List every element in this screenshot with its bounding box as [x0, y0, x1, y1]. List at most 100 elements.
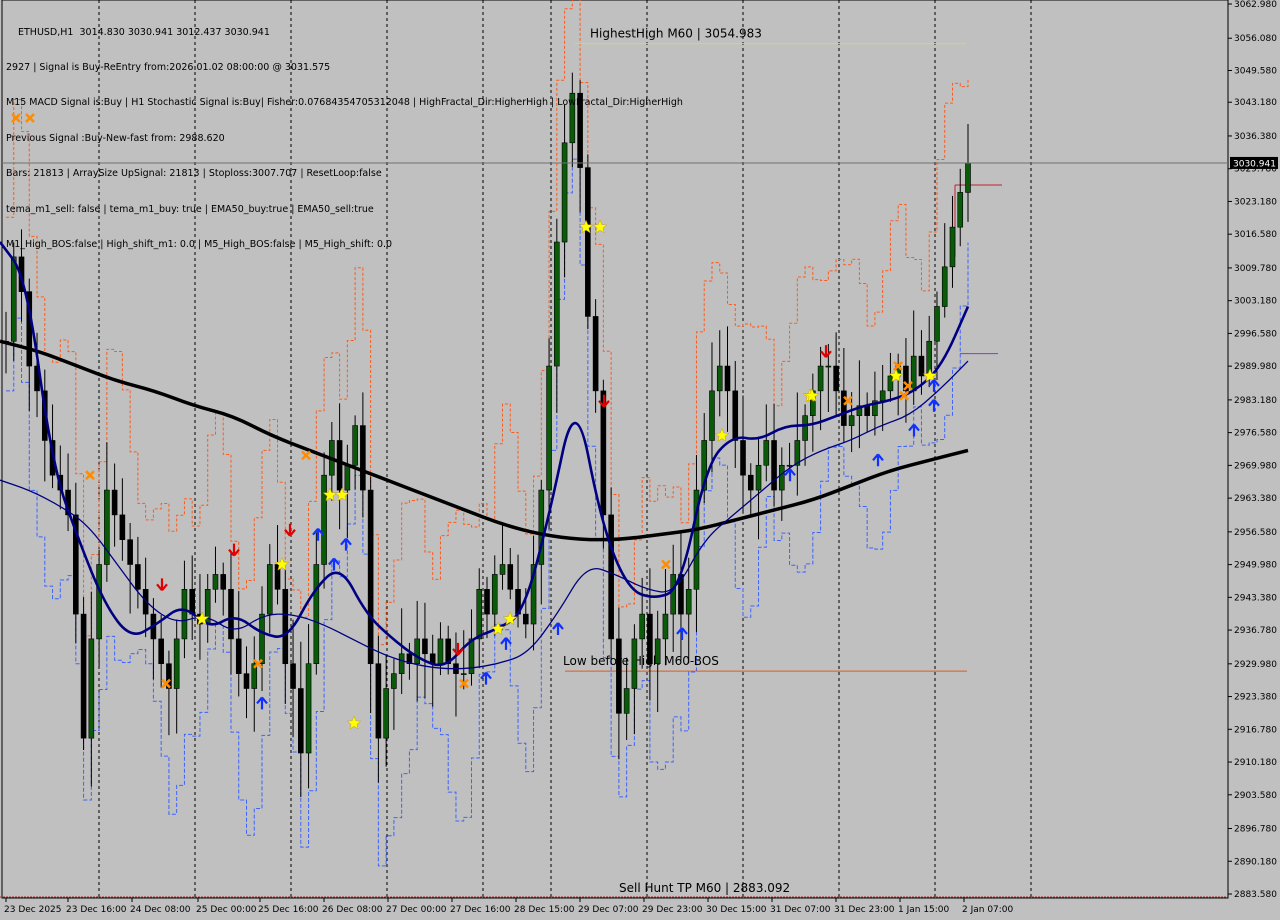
y-tick-label: 2996.580	[1234, 329, 1277, 339]
highest-high-label: HighestHigh M60 | 3054.983	[590, 27, 762, 41]
candle-body	[763, 440, 770, 466]
candle-body	[872, 400, 878, 416]
candle-body	[422, 638, 428, 655]
candle-body	[88, 638, 95, 739]
candle-body	[585, 167, 591, 317]
candle-body	[282, 588, 289, 665]
signal-star	[804, 388, 820, 403]
candle-body	[437, 638, 444, 665]
y-tick-label: 3049.580	[1234, 66, 1277, 76]
candle-body	[623, 688, 630, 714]
current-price-badge	[1230, 156, 1278, 169]
x-tick-label: 29 Dec 23:00	[642, 905, 703, 915]
signal-star	[578, 219, 594, 234]
candle-body	[158, 638, 164, 665]
candle-body	[181, 588, 188, 640]
buy-arrow	[908, 423, 920, 437]
candle-body	[740, 440, 746, 476]
candle-body	[212, 574, 219, 590]
buy-arrow	[340, 537, 352, 551]
candle-body	[724, 365, 731, 392]
signal-star	[922, 368, 938, 383]
candle-body	[616, 638, 622, 714]
candle-body	[228, 588, 234, 640]
buy-arrow	[872, 453, 884, 467]
signal-cross	[85, 470, 95, 481]
buy-arrow	[552, 622, 564, 635]
y-tick-label: 2949.980	[1234, 561, 1277, 571]
candle-body	[142, 588, 149, 615]
signal-cross	[903, 381, 913, 391]
x-tick-label: 31 Dec 07:00	[770, 905, 831, 915]
candle-body	[104, 489, 110, 565]
candle-body	[670, 574, 676, 615]
y-tick-label: 2910.180	[1234, 758, 1277, 768]
support-channel	[6, 158, 969, 867]
x-tick-label: 25 Dec 16:00	[258, 905, 319, 915]
candle-body	[965, 162, 971, 193]
candle-body	[375, 663, 382, 739]
candle-body	[647, 613, 653, 665]
candle-body	[290, 663, 296, 689]
candle-body	[592, 316, 599, 392]
y-tick-label: 3036.380	[1234, 132, 1277, 142]
x-tick-label: 31 Dec 23:00	[834, 905, 895, 915]
candle-body	[313, 564, 320, 665]
y-tick-label: 2989.980	[1234, 362, 1277, 372]
sell-arrow	[228, 543, 240, 557]
x-tick-label: 2 Jan 07:00	[962, 905, 1014, 915]
signal-cross	[301, 450, 311, 461]
signal-star	[334, 487, 350, 502]
candle-body	[111, 489, 118, 516]
y-tick-label: 3023.180	[1234, 197, 1277, 207]
signal-star	[502, 611, 518, 626]
candle-body	[685, 588, 692, 615]
y-tick-label: 2890.180	[1234, 857, 1277, 867]
candle-body	[864, 405, 870, 416]
candle-body	[499, 564, 506, 575]
sell-arrow	[598, 394, 610, 408]
signal-cross	[11, 113, 21, 123]
candle-body	[321, 474, 327, 565]
info-line: tema_m1_sell: false | tema_m1_buy: true …	[6, 203, 374, 215]
candle-body	[173, 638, 180, 689]
candle-body	[251, 663, 258, 689]
candle-body	[484, 588, 490, 615]
candle-body	[608, 514, 614, 640]
candle-body	[127, 539, 133, 565]
sell-hunt-label: Sell Hunt TP M60 | 2883.092	[619, 881, 790, 895]
x-tick-label: 27 Dec 00:00	[386, 905, 447, 915]
candle-body	[274, 564, 281, 590]
candle-body	[662, 613, 669, 640]
signal-star	[888, 368, 904, 383]
signal-cross	[253, 658, 263, 669]
y-tick-label: 3043.180	[1234, 98, 1277, 108]
signal-cross	[899, 390, 909, 401]
buy-arrow	[500, 637, 512, 650]
candle-body	[903, 365, 909, 392]
buy-arrow	[784, 468, 796, 482]
candle-body	[779, 464, 785, 491]
current-price-label: 3030.941	[1233, 159, 1276, 169]
signal-star	[274, 556, 290, 571]
info-line: M15 MACD Signal is:Buy | H1 Stochastic S…	[6, 97, 683, 109]
y-tick-label: 2943.380	[1234, 593, 1277, 603]
candle-body	[96, 564, 102, 640]
candle-body	[259, 613, 265, 665]
signal-cross	[25, 113, 35, 123]
x-tick-label: 30 Dec 15:00	[706, 905, 767, 915]
candle-body	[80, 613, 87, 739]
signal-cross	[843, 395, 853, 406]
moving-average-line	[0, 241, 970, 667]
y-tick-label: 2916.780	[1234, 725, 1277, 735]
sell-arrow	[452, 642, 464, 656]
y-tick-label: 2923.380	[1234, 693, 1277, 703]
candle-body	[398, 653, 405, 674]
candle-body	[949, 226, 956, 268]
y-tick-label: 3056.080	[1234, 34, 1277, 44]
candle-body	[460, 673, 467, 675]
candle-body	[166, 663, 172, 689]
candle-body	[957, 192, 964, 228]
